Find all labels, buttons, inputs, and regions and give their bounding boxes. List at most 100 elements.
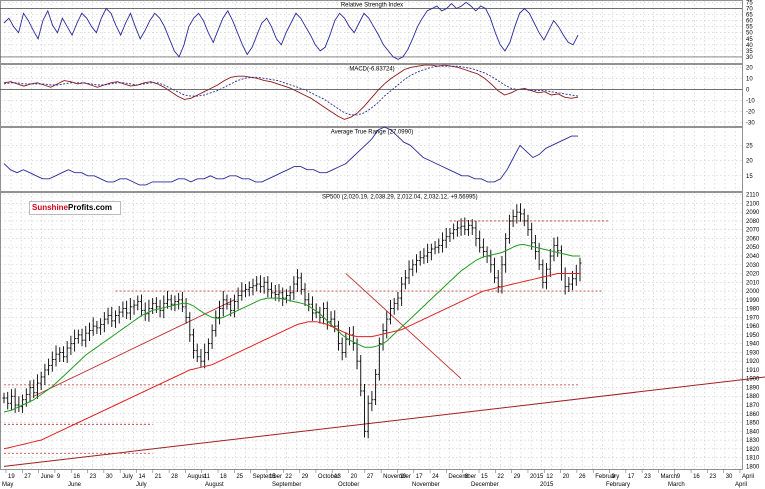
price-ytick-label: 2060: [746, 236, 760, 242]
overlay-MA50: [3, 244, 580, 413]
xtick-label: 11: [204, 474, 211, 480]
trend-line: [3, 376, 765, 467]
macd-ytick-label: -20: [746, 110, 755, 116]
rsi-ytick-label: 45: [746, 37, 753, 43]
brand-part2: Profits.com: [68, 203, 113, 212]
price-ytick-label: 2030: [746, 263, 760, 269]
xtick-label: 30: [106, 474, 113, 480]
atr-series-0: [3, 126, 578, 186]
price-ytick-label: 2080: [746, 219, 760, 225]
xtick-label: October: [318, 474, 339, 480]
xtick-label: 9: [612, 474, 616, 480]
macd-ytick-label: 0: [746, 87, 750, 93]
price-ytick-label: 1930: [746, 350, 760, 356]
xtick-label: 22: [285, 474, 292, 480]
price-ytick-label: 2070: [746, 228, 760, 234]
price-ytick-label: 2050: [746, 245, 760, 251]
price-ytick-label: 1960: [746, 324, 760, 330]
macd-series-Signal: [3, 65, 579, 116]
xtick-label: 16: [73, 474, 80, 480]
xtick-label: 26: [579, 474, 586, 480]
rsi-ytick-label: 60: [746, 19, 753, 25]
month-label: 2015: [540, 482, 554, 488]
xtick-label: 2015: [530, 474, 544, 480]
price-ytick-label: 1840: [746, 429, 760, 435]
xtick-label: 23: [90, 474, 97, 480]
xtick-label: 24: [432, 474, 439, 480]
rsi-ytick-label: 40: [746, 43, 753, 49]
xtick-label: 15: [269, 474, 276, 480]
price-ytick-label: 1800: [746, 464, 760, 470]
price-ytick-label: 1940: [746, 342, 760, 348]
price-ytick-label: 1810: [746, 456, 760, 462]
xtick-label: February: [595, 474, 619, 480]
price-ytick-label: 1830: [746, 438, 760, 444]
price-ytick-label: 2040: [746, 254, 760, 260]
xtick-label: 14: [138, 474, 145, 480]
xtick-label: 23: [709, 474, 716, 480]
xtick-label: 29: [302, 474, 309, 480]
price-ytick-label: 1990: [746, 298, 760, 304]
macd-title: MACD(-6.83724): [349, 67, 394, 73]
trend-line: [33, 299, 235, 397]
price-title: SP500 (2,020.19, 2,038.29, 2,012.04, 2,0…: [322, 195, 478, 201]
price-ytick-label: 1900: [746, 377, 760, 383]
price-ytick-label: 2090: [746, 210, 760, 216]
month-label: August: [205, 482, 224, 488]
macd-ytick-label: 10: [746, 76, 753, 82]
atr-ytick-label: 20: [746, 159, 753, 165]
atr-panel: [3, 126, 578, 186]
rsi-ytick-label: 75: [746, 0, 753, 6]
macd-ytick-label: 20: [746, 65, 753, 71]
trend-line: [345, 273, 462, 380]
price-ytick-label: 1950: [746, 333, 760, 339]
atr-frame: [0, 127, 743, 192]
xtick-label: 17: [628, 474, 635, 480]
price-ytick-label: 2000: [746, 289, 760, 295]
xtick-label: March: [660, 474, 677, 480]
xtick-label: 21: [155, 474, 162, 480]
price-ytick-label: 1820: [746, 447, 760, 453]
rsi-ytick-label: 35: [746, 49, 753, 55]
xtick-label: 9: [677, 474, 681, 480]
price-ytick-label: 1920: [746, 359, 760, 365]
macd-series-MACD: [3, 64, 579, 120]
xtick-label: 19: [8, 474, 15, 480]
price-ytick-label: 1860: [746, 412, 760, 418]
price-ytick-label: 2110: [746, 193, 760, 199]
xtick-label: 12: [546, 474, 553, 480]
overlay-MA200: [3, 273, 580, 450]
xtick-label: 28: [171, 474, 178, 480]
xtick-label: 15: [481, 474, 488, 480]
xtick-label: 22: [497, 474, 504, 480]
macd-frame: [0, 64, 743, 127]
xtick-label: July: [122, 474, 133, 480]
month-label: April: [735, 482, 747, 488]
rsi-frame: [0, 0, 743, 64]
xtick-label: 18: [220, 474, 227, 480]
price-ytick-label: 2100: [746, 201, 760, 207]
rsi-title: Relative Strength Index: [341, 3, 403, 9]
atr-ytick-label: 15: [746, 174, 753, 180]
month-label: June: [68, 482, 82, 488]
xtick-label: 8: [465, 474, 469, 480]
month-label: March: [668, 482, 685, 488]
xtick-label: 9: [57, 474, 61, 480]
price-ytick-label: 1910: [746, 368, 760, 374]
month-label: September: [272, 482, 301, 488]
month-label: July: [136, 482, 147, 488]
price-ytick-label: 1980: [746, 307, 760, 313]
xtick-label: 23: [644, 474, 651, 480]
month-label: October: [338, 482, 359, 488]
rsi-panel: [0, 1, 742, 60]
atr-title: Average True Range (27.0990): [331, 130, 414, 136]
atr-ytick-label: 25: [746, 143, 753, 149]
month-label: May: [2, 482, 13, 488]
xtick-label: 27: [367, 474, 374, 480]
price-ytick-label: 1880: [746, 394, 760, 400]
xtick-label: 25: [236, 474, 243, 480]
brand-part1: Sunshine: [32, 203, 69, 212]
month-label: December: [471, 482, 499, 488]
